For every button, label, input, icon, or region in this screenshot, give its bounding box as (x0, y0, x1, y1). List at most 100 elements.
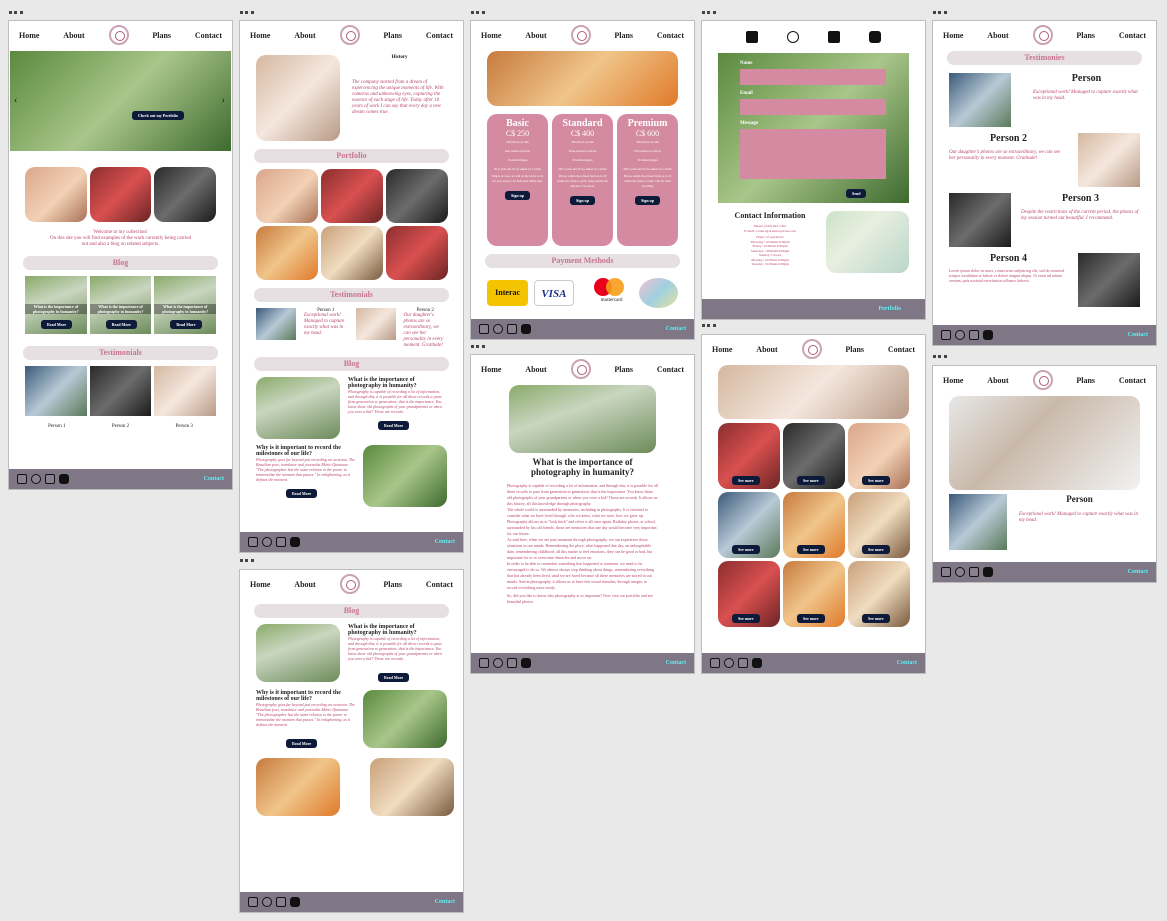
nav-about[interactable]: About (987, 30, 1009, 40)
logo-icon[interactable] (570, 359, 591, 379)
logo-icon[interactable] (570, 25, 591, 45)
blog-card[interactable]: What is the importance of photography in… (25, 276, 87, 334)
nav-plans[interactable]: Plans (845, 344, 865, 354)
youtube-icon[interactable] (983, 330, 993, 340)
youtube-icon[interactable] (521, 658, 531, 668)
linkedin-icon[interactable] (969, 567, 979, 577)
see-more-button[interactable]: See more (862, 614, 890, 623)
facebook-icon[interactable] (746, 31, 759, 43)
see-more-button[interactable]: See more (862, 545, 890, 554)
portfolio-item[interactable]: See more (783, 423, 845, 489)
blog-card[interactable]: What is the importance of photography in… (154, 276, 217, 334)
read-more-button[interactable]: Read More (105, 320, 137, 329)
read-more-button[interactable]: Read More (286, 739, 318, 748)
signup-button[interactable]: Sign up (634, 196, 660, 205)
portfolio-item[interactable]: See more (783, 561, 845, 627)
nav-contact[interactable]: Contact (1118, 375, 1146, 385)
portfolio-item[interactable]: See more (848, 561, 910, 627)
instagram-icon[interactable] (787, 31, 800, 43)
instagram-icon[interactable] (724, 658, 734, 668)
youtube-icon[interactable] (59, 474, 69, 484)
facebook-icon[interactable] (941, 330, 951, 340)
facebook-icon[interactable] (941, 567, 951, 577)
read-more-button[interactable]: Read More (170, 320, 202, 329)
artboard-menu-icon[interactable] (933, 355, 947, 358)
facebook-icon[interactable] (248, 537, 258, 547)
facebook-icon[interactable] (248, 897, 258, 907)
email-input[interactable] (740, 99, 886, 115)
signup-button[interactable]: Sign up (569, 196, 595, 205)
portfolio-item[interactable]: See more (718, 492, 780, 558)
nav-about[interactable]: About (63, 30, 85, 40)
read-more-button[interactable]: Read More (378, 673, 410, 682)
nav-home[interactable]: Home (19, 30, 40, 40)
artboard-menu-icon[interactable] (702, 324, 716, 327)
artboard-menu-icon[interactable] (240, 559, 254, 562)
logo-icon[interactable] (1032, 370, 1053, 390)
footer-contact-link[interactable]: Contact (665, 660, 686, 666)
nav-home[interactable]: Home (712, 344, 733, 354)
linkedin-icon[interactable] (969, 330, 979, 340)
facebook-icon[interactable] (479, 658, 489, 668)
logo-icon[interactable] (1032, 25, 1053, 45)
facebook-icon[interactable] (17, 474, 27, 484)
nav-contact[interactable]: Contact (425, 579, 453, 589)
instagram-icon[interactable] (31, 474, 41, 484)
nav-plans[interactable]: Plans (1076, 375, 1096, 385)
youtube-icon[interactable] (983, 567, 993, 577)
read-more-button[interactable]: Read More (378, 421, 410, 430)
linkedin-icon[interactable] (45, 474, 55, 484)
read-more-button[interactable]: Read More (41, 320, 73, 329)
footer-contact-link[interactable]: Contact (896, 660, 917, 666)
nav-contact[interactable]: Contact (887, 344, 915, 354)
send-button[interactable]: Send (846, 189, 867, 198)
nav-plans[interactable]: Plans (1076, 30, 1096, 40)
portfolio-item[interactable]: See more (718, 423, 780, 489)
footer-contact-link[interactable]: Contact (434, 539, 455, 545)
logo-icon[interactable] (339, 25, 360, 45)
nav-plans[interactable]: Plans (614, 30, 634, 40)
logo-icon[interactable] (339, 574, 360, 594)
nav-contact[interactable]: Contact (1118, 30, 1146, 40)
nav-plans[interactable]: Plans (152, 30, 172, 40)
youtube-icon[interactable] (521, 324, 531, 334)
youtube-icon[interactable] (752, 658, 762, 668)
see-more-button[interactable]: See more (732, 476, 760, 485)
artboard-menu-icon[interactable] (702, 11, 716, 14)
nav-plans[interactable]: Plans (383, 579, 403, 589)
blog-card[interactable]: What is the importance of photography in… (89, 276, 152, 334)
logo-icon[interactable] (801, 339, 822, 359)
portfolio-cta-button[interactable]: Check out my Portfolio (132, 111, 184, 120)
footer-contact-link[interactable]: Contact (203, 476, 224, 482)
see-more-button[interactable]: See more (732, 545, 760, 554)
see-more-button[interactable]: See more (797, 545, 825, 554)
message-input[interactable] (740, 129, 886, 179)
chevron-left-icon[interactable]: ‹ (14, 95, 18, 106)
portfolio-item[interactable]: See more (848, 492, 910, 558)
see-more-button[interactable]: See more (797, 476, 825, 485)
instagram-icon[interactable] (493, 658, 503, 668)
instagram-icon[interactable] (262, 537, 272, 547)
nav-about[interactable]: About (525, 364, 547, 374)
linkedin-icon[interactable] (507, 658, 517, 668)
nav-home[interactable]: Home (943, 375, 964, 385)
instagram-icon[interactable] (955, 330, 965, 340)
chevron-right-icon[interactable]: › (221, 95, 225, 106)
linkedin-icon[interactable] (738, 658, 748, 668)
youtube-icon[interactable] (868, 31, 881, 43)
signup-button[interactable]: Sign up (504, 191, 530, 200)
nav-contact[interactable]: Contact (194, 30, 222, 40)
nav-home[interactable]: Home (481, 364, 502, 374)
nav-contact[interactable]: Contact (656, 30, 684, 40)
artboard-menu-icon[interactable] (240, 11, 254, 14)
logo-icon[interactable] (108, 25, 129, 45)
instagram-icon[interactable] (955, 567, 965, 577)
footer-contact-link[interactable]: Contact (434, 899, 455, 905)
artboard-menu-icon[interactable] (471, 11, 485, 14)
nav-about[interactable]: About (294, 30, 316, 40)
see-more-button[interactable]: See more (732, 614, 760, 623)
nav-contact[interactable]: Contact (425, 30, 453, 40)
artboard-menu-icon[interactable] (471, 345, 485, 348)
youtube-icon[interactable] (290, 897, 300, 907)
read-more-button[interactable]: Read More (286, 489, 318, 498)
